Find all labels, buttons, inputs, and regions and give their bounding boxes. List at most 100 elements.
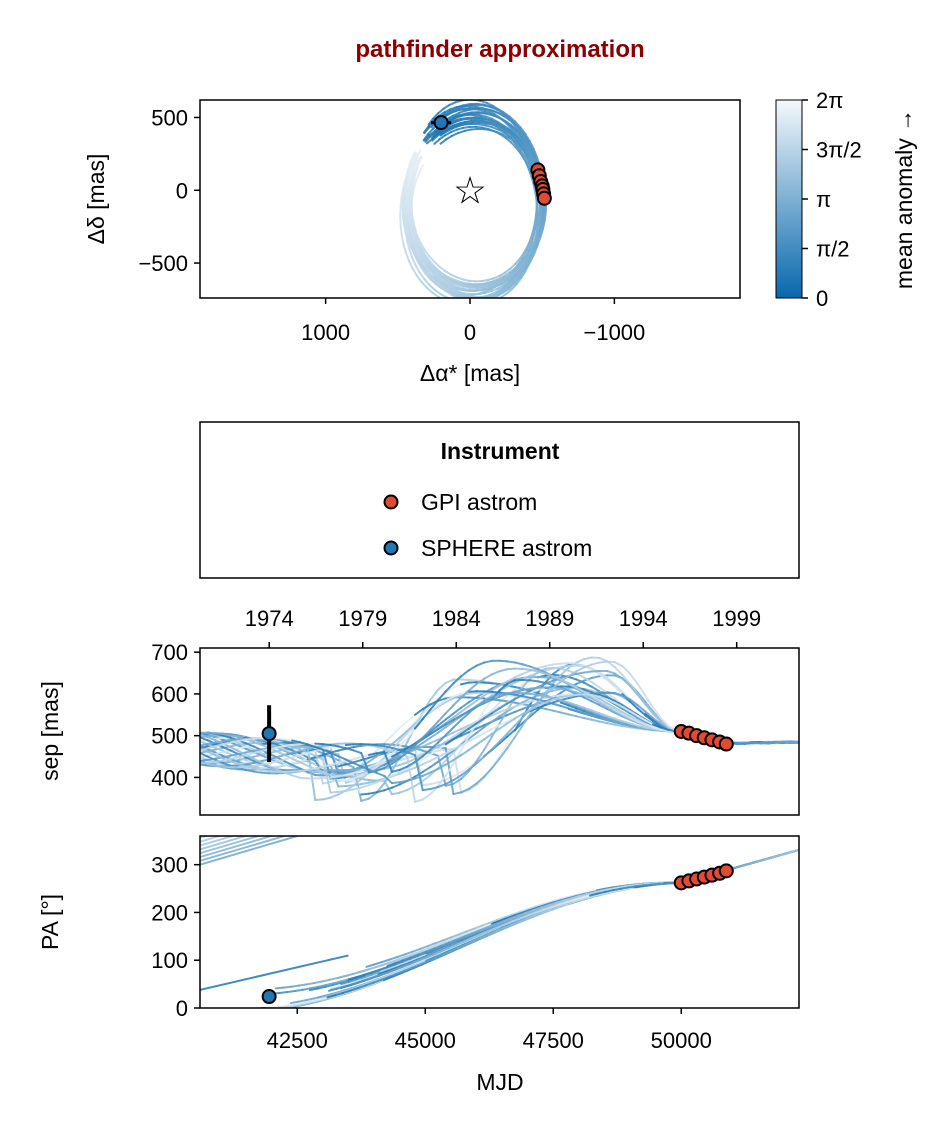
position-angle-orbit-segment — [432, 944, 443, 950]
separation-orbit-segment — [360, 797, 370, 802]
separation-orbit-segment — [229, 738, 240, 742]
separation-orbit-segment — [621, 705, 632, 713]
sky-orbit-segment — [514, 130, 522, 139]
separation-orbit-segment — [460, 770, 470, 780]
position-angle-orbit-segment — [338, 983, 349, 988]
separation-orbit-segment — [260, 771, 271, 775]
separation-orbit-segment — [444, 759, 455, 766]
separation-orbit-segment — [337, 789, 347, 793]
position-angle-orbit-segment — [609, 886, 619, 891]
separation-orbit-segment — [559, 711, 570, 716]
sky-orbit-segment — [406, 210, 410, 222]
separation-orbit-segment — [367, 781, 378, 787]
separation-orbit-segment — [222, 746, 232, 752]
sky-orbit-segment — [408, 180, 411, 191]
separation-orbit-segment — [245, 761, 255, 766]
position-angle-orbit-segment — [386, 963, 396, 969]
sky-orbit-segment — [410, 171, 416, 181]
sky-orbit-segment — [430, 263, 438, 272]
sky-orbit-segment — [458, 304, 465, 305]
separation-orbit-segment — [414, 763, 424, 769]
sky-orbit-segment — [405, 222, 409, 233]
sky-orbit-segment — [455, 104, 465, 109]
position-angle-x-axis-label: MJD — [476, 1069, 523, 1095]
sky-orbit-segment — [399, 224, 403, 236]
separation-orbit-segment — [567, 695, 578, 700]
separation-orbit-segment — [629, 684, 639, 696]
position-angle-orbit-segment — [305, 1000, 316, 1005]
sky-orbit-segment — [475, 118, 484, 122]
separation-orbit-segment — [598, 686, 609, 694]
sky-orbit-segment — [438, 265, 446, 272]
separation-orbit-segment — [598, 656, 609, 663]
separation-orbit-segment — [344, 743, 355, 746]
separation-orbit-segment — [613, 701, 624, 708]
position-angle-orbit-segment — [317, 984, 327, 988]
separation-orbit-segment — [621, 690, 632, 700]
sky-orbit-segment — [433, 274, 441, 283]
position-angle-orbit-segment — [378, 966, 389, 972]
separation-orbit-segment — [513, 722, 524, 731]
separation-orbit-segment — [321, 771, 332, 777]
chart-title: pathfinder approximation — [355, 36, 644, 63]
separation-orbit-segment — [629, 700, 639, 710]
sky-orbit-segment — [498, 271, 507, 277]
separation-orbit-segment — [383, 779, 393, 796]
separation-orbit-segment — [206, 763, 217, 767]
separation-orbit-segment — [390, 791, 401, 796]
separation-orbit-segment — [529, 671, 539, 677]
position-angle-orbit-segment — [445, 937, 455, 943]
sky-orbit-segment — [404, 251, 410, 262]
separation-orbit-segment — [437, 752, 447, 759]
separation-orbit-segment — [390, 781, 401, 785]
separation-orbit-segment — [298, 752, 309, 757]
sky-orbit-segment — [514, 120, 522, 129]
separation-orbit-segment — [337, 763, 347, 768]
separation-orbit-segment — [460, 727, 470, 735]
separation-orbit-segment — [621, 712, 632, 719]
position-angle-orbit-segment — [514, 911, 524, 917]
position-angle-orbit-segment — [200, 836, 236, 847]
position-angle-orbit-segment — [450, 942, 461, 948]
sky-orbit-segment — [401, 214, 405, 225]
sky-orbit-segment — [415, 274, 423, 283]
sky-orbit-segment — [490, 287, 500, 293]
separation-orbit-segment — [406, 724, 417, 735]
sky-orbit-segment — [500, 125, 509, 132]
separation-orbit-segment — [329, 744, 340, 748]
separation-orbit-segment — [390, 757, 401, 765]
separation-orbit-segment — [529, 692, 539, 697]
sky-orbit-segment — [487, 293, 496, 298]
colorbar-gradient — [775, 99, 803, 299]
separation-orbit-segment — [460, 669, 470, 678]
separation-orbit-segment — [360, 765, 370, 771]
separation-orbit-segment — [291, 757, 301, 764]
sky-orbit-segment — [475, 117, 485, 120]
separation-orbit-segment — [582, 696, 593, 703]
sky-orbit-segment — [429, 130, 436, 138]
position-angle-orbit-segment — [200, 836, 275, 858]
sky-orbit-segment — [433, 138, 441, 145]
separation-orbit-segment — [444, 718, 455, 726]
position-angle-orbit-segment — [364, 981, 375, 987]
sphere-point — [261, 989, 277, 1005]
separation-orbit-segment — [452, 744, 463, 751]
separation-orbit-segment — [744, 741, 754, 745]
sky-orbit-segment — [459, 288, 469, 292]
separation-orbit-segment — [536, 682, 547, 689]
separation-orbit-segment — [590, 695, 601, 702]
position-angle-orbit-segment — [366, 975, 377, 981]
separation-orbit-segment — [544, 686, 555, 696]
separation-orbit-segment — [437, 712, 447, 723]
position-angle-orbit-segment — [387, 972, 398, 978]
separation-orbit-segment — [621, 704, 632, 711]
separation-orbit-segment — [398, 765, 409, 771]
position-angle-orbit-segment — [734, 864, 745, 869]
separation-orbit-segment — [506, 728, 516, 738]
sky-orbit-segment — [445, 300, 452, 302]
sky-x-tick-label: −1000 — [583, 320, 645, 345]
separation-orbit-segment — [245, 765, 255, 768]
position-angle-orbit-segment — [401, 957, 412, 963]
sky-orbit-segment — [523, 249, 530, 259]
sky-orbit-segment — [530, 174, 535, 186]
